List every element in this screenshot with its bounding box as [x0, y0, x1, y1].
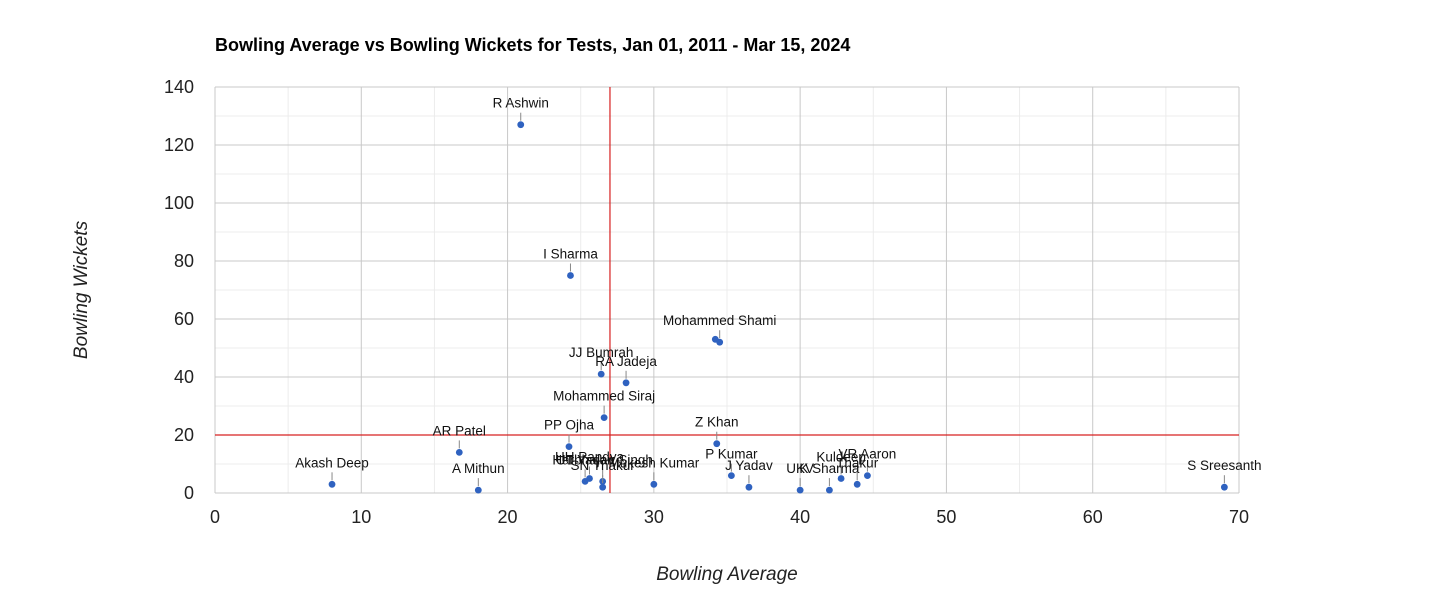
x-tick-label: 0: [210, 507, 220, 527]
point-marker: [796, 486, 804, 494]
data-point: P Kumar: [705, 447, 758, 479]
y-tick-label: 120: [164, 135, 194, 155]
point-label: Thakur: [836, 455, 879, 470]
data-point: VR Aaron: [839, 447, 897, 479]
chart-title: Bowling Average vs Bowling Wickets for T…: [215, 35, 850, 55]
data-point: Mohammed Siraj: [553, 389, 655, 421]
data-points: R Ashwin I Sharma Mohammed Shami JJ BumrahR…: [295, 96, 1262, 494]
data-point: RA Jadeja: [595, 354, 657, 387]
point-label: Mohammed Siraj: [553, 389, 655, 404]
x-axis-ticks: 0 10 20 30 40 50 60 70: [210, 507, 1249, 527]
data-point: K Sharma: [799, 461, 860, 494]
point-label: VR Aaron: [839, 447, 897, 462]
data-point: JJ Bumrah: [569, 345, 634, 378]
point-marker: [622, 379, 630, 387]
data-point: UT Yadav: [556, 452, 615, 485]
x-tick-label: 40: [790, 507, 810, 527]
point-marker: [328, 480, 336, 488]
data-point: SN Thakur: [571, 458, 636, 491]
x-tick-label: 30: [644, 507, 664, 527]
x-tick-label: 60: [1083, 507, 1103, 527]
point-marker: [853, 480, 861, 488]
point-label: PP Ojha: [544, 418, 595, 433]
y-axis-title: Bowling Wickets: [71, 220, 92, 359]
point-marker: [455, 449, 463, 456]
x-tick-label: 10: [351, 507, 371, 527]
point-label: Z Khan: [695, 415, 739, 430]
y-axis-ticks: 0 20 40 60 80 100 120 140: [164, 77, 194, 503]
point-label: I Sharma: [543, 247, 598, 262]
point-label: R Ashwin: [493, 96, 549, 111]
y-tick-label: 80: [174, 251, 194, 271]
data-point: Thakur: [836, 455, 879, 488]
point-marker: [864, 472, 871, 479]
point-label: P Kumar: [705, 447, 758, 462]
data-point: Mukesh Kumar: [608, 455, 700, 488]
point-marker: [727, 472, 735, 479]
point-marker: [581, 478, 589, 485]
y-tick-label: 20: [174, 425, 194, 445]
x-tick-label: 50: [936, 507, 956, 527]
point-label: AR Patel: [433, 423, 486, 438]
point-marker: [745, 483, 753, 491]
point-marker: [1220, 483, 1228, 491]
data-point: Mohammed Shami: [663, 313, 776, 346]
point-marker: [600, 414, 608, 421]
point-label: S Sreesanth: [1187, 458, 1261, 473]
y-tick-label: 0: [184, 483, 194, 503]
point-marker: [565, 443, 573, 450]
point-label: A Mithun: [452, 461, 505, 476]
point-label: UT Yadav: [556, 452, 615, 467]
point-label: UKV: [786, 461, 814, 476]
data-point: Z Khan: [695, 415, 739, 448]
point-label: Akash Deep: [295, 455, 369, 470]
point-marker: [517, 121, 525, 129]
x-tick-label: 70: [1229, 507, 1249, 527]
data-point: R Ashwin: [493, 96, 549, 129]
point-marker: [713, 440, 721, 448]
grid: [214, 86, 1240, 494]
point-marker: [567, 272, 574, 279]
point-marker: [599, 483, 607, 491]
point-label: Mohammed Shami: [663, 313, 776, 328]
point-label: J Yadav: [725, 458, 773, 473]
data-point: PP Ojha: [544, 418, 595, 450]
point-label: HH Pandya: [555, 450, 625, 465]
point-marker: [474, 486, 482, 494]
point-label: JJ Bumrah: [569, 345, 634, 360]
data-point: [711, 335, 719, 343]
point-label: RA Jadeja: [595, 354, 657, 369]
y-tick-label: 40: [174, 367, 194, 387]
y-tick-label: 140: [164, 77, 194, 97]
data-point: UKV: [786, 461, 814, 494]
point-marker: [837, 475, 845, 482]
point-marker: [711, 335, 719, 343]
data-point: J Yadav: [725, 458, 773, 491]
y-tick-label: 60: [174, 309, 194, 329]
point-label: SN Thakur: [571, 458, 636, 473]
point-marker: [597, 370, 605, 378]
data-point: Akash Deep: [295, 455, 369, 488]
data-point: AR Patel: [433, 423, 486, 456]
point-label: K Sharma: [799, 461, 860, 476]
point-label: Kuldeep: [816, 450, 866, 465]
y-tick-label: 100: [164, 193, 194, 213]
point-marker: [650, 480, 658, 488]
data-point: A Mithun: [452, 461, 505, 494]
data-point: Kuldeep: [816, 450, 866, 482]
data-point: HH Pandya: [555, 450, 625, 482]
x-axis-title: Bowling Average: [656, 564, 798, 585]
point-label: Mukesh Kumar: [608, 455, 699, 470]
point-label: Harbhajan Singh: [552, 452, 653, 467]
data-point: I Sharma: [543, 247, 598, 279]
data-point: S Sreesanth: [1187, 458, 1262, 491]
reference-lines: [215, 87, 1239, 493]
point-marker: [826, 486, 833, 494]
x-tick-label: 20: [498, 507, 518, 527]
